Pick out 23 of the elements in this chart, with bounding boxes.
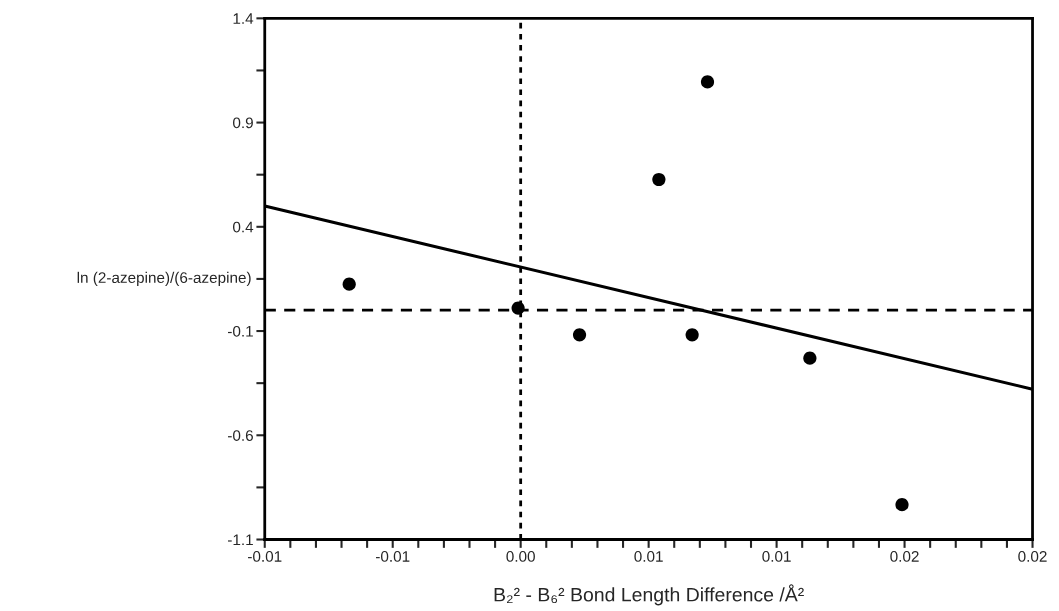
point [511, 301, 525, 315]
x-tick-label: 0.02 [1018, 551, 1047, 562]
x-tick-label: -0.01 [248, 551, 282, 562]
y-tick-label: -0.1 [227, 325, 253, 337]
point [895, 498, 909, 512]
x-tick-label: 0.01 [634, 551, 663, 562]
y-tick-label: 0.9 [233, 117, 253, 129]
point [652, 172, 666, 187]
x-tick-label: 0.00 [506, 551, 535, 562]
y-tick-label: 0.4 [233, 221, 254, 233]
x-tick-label: -0.01 [375, 551, 410, 562]
y-tick-label: -1.1 [227, 534, 253, 546]
x-tick-label: 0.01 [762, 551, 791, 562]
point [803, 351, 817, 365]
point [342, 277, 356, 291]
y-axis-title: ln (2-azepine)/(6-azepine) [77, 271, 251, 287]
y-tick-label: -0.6 [227, 430, 253, 441]
point [700, 75, 715, 89]
point [685, 328, 699, 342]
x-tick-label: 0.02 [890, 551, 919, 562]
x-axis-title: B₂² - B₆² Bond Length Difference /Å² [494, 584, 804, 606]
point [572, 328, 587, 342]
y-tick-label: 1.4 [233, 13, 254, 24]
